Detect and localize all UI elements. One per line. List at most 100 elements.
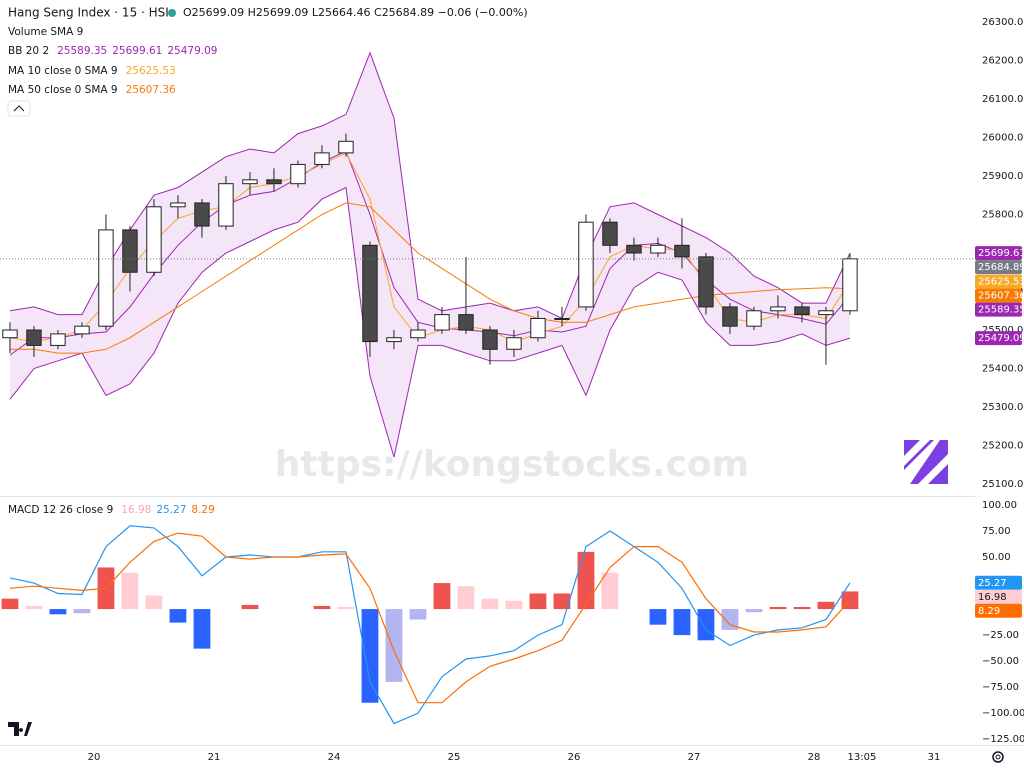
x-tick-label: 26 [568,752,581,763]
legend-name: MACD 12 26 close 9 [8,504,113,516]
y-tick-label: 25400.00 [982,364,1024,375]
candle-body [338,140,354,154]
chart-title: Hang Seng Index · 15 · HSI [8,6,169,20]
signal-line [9,532,851,704]
y-tick-label: 25900.00 [982,171,1024,182]
price-tag-label: 25684.89 [978,262,1024,273]
x-tick-label: 13:05 [848,752,877,763]
histogram-bar [529,593,547,610]
legend-macd: MACD 12 26 close 9 16.98 25.27 8.29 [8,504,215,516]
plot-layer [0,51,975,725]
price-tag-label: 25699.61 [978,248,1024,259]
price-tag [975,302,1022,317]
candle-body [74,325,90,335]
histogram-bar [49,609,67,615]
candle-body [554,317,570,320]
x-tick-label: 31 [928,752,941,763]
y-tick-label: 26300.00 [982,17,1024,28]
legend-name: MA 10 close 0 SMA 9 [8,65,118,77]
candle-body [50,333,66,346]
y-tick-label: −50.00 [982,656,1019,667]
histogram-bar [385,609,403,682]
y-tick-label: 100.00 [982,500,1017,511]
y-tick-label: 25500.00 [982,325,1024,336]
price-tag-label: 25589.35 [978,305,1024,316]
bb-lower [9,186,851,458]
histogram-bar [409,609,427,620]
y-tick-label: −100.00 [982,708,1024,719]
price-tag [975,331,1022,346]
price-tag [975,260,1022,275]
tradingview-logo[interactable] [4,716,32,740]
candle-body [218,183,234,227]
y-tick-label: 26200.00 [982,55,1024,66]
histogram-bar [121,572,139,610]
macd-line [9,525,851,725]
candle-body [506,337,522,350]
x-tick-label: 20 [88,752,101,763]
x-tick-label: 25 [448,752,461,763]
candle-body [770,306,786,312]
candle-body [458,314,474,331]
candle-body [842,258,858,312]
histogram-bar [361,609,379,703]
histogram-bar [457,586,475,610]
settings-button[interactable] [992,751,1004,763]
candle-body [698,256,714,308]
histogram-bar [73,609,91,614]
y-tick-label: −25.00 [982,630,1019,641]
candle-body [410,329,426,339]
x-tick-label: 28 [808,752,821,763]
histogram-bar [817,601,835,610]
candle-body [266,179,282,185]
histogram-bar [721,609,739,630]
candle-body [146,206,162,273]
y-tick-label: 26100.00 [982,94,1024,105]
collapse-icon [13,105,25,112]
candle-body [242,179,258,185]
histogram-bar [553,593,571,610]
candle-body [674,244,690,258]
histogram-bar [769,607,787,610]
candle-body [362,244,378,343]
histogram-bar [193,609,211,649]
y-tick-label: 26000.00 [982,132,1024,143]
y-tick-label: 25300.00 [982,402,1024,413]
y-tick-label: 50.00 [982,552,1011,563]
candle-body [746,310,762,327]
x-tick-label: 24 [328,752,341,763]
histogram-bar [25,605,43,610]
legend-name: MA 50 close 0 SMA 9 [8,84,118,96]
candle-body [650,244,666,254]
x-tick-label: 21 [208,752,221,763]
histogram-bar [433,583,451,610]
candle-body [386,337,402,343]
candle-body [122,229,138,273]
legend-value: 16.98 [121,504,151,516]
collapse-legend-button[interactable] [7,100,31,117]
legend-ma10: MA 10 close 0 SMA 9 25625.53 [8,65,176,77]
candle-body [26,329,42,346]
candle-body [194,202,210,227]
legend-volume: Volume SMA 9 [8,26,83,38]
price-tag [975,603,1022,618]
price-tag [975,575,1022,590]
legend-ma50: MA 50 close 0 SMA 9 25607.36 [8,84,176,96]
candle-body [602,221,618,246]
legend-value: 25625.53 [126,65,176,77]
legend-bb: BB 20 2 25589.35 25699.61 25479.09 [8,45,217,57]
histogram-bar [745,609,763,613]
candle-body [722,306,738,327]
y-tick-label: 25800.00 [982,209,1024,220]
price-tag-label: 25607.36 [978,291,1024,302]
candle-body [530,317,546,339]
candle-body [98,229,114,327]
legend-value: 25.27 [156,504,186,516]
price-tag-label: 25479.09 [978,333,1024,344]
y-tick-label: 25200.00 [982,441,1024,452]
ohlc-readout: O25699.09 H25699.09 L25664.46 C25684.89 … [183,6,528,19]
histogram-bar [241,604,259,610]
candle-body [290,163,306,185]
